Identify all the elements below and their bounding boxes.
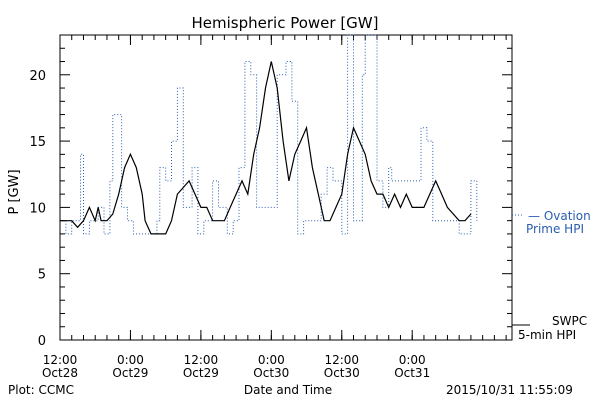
x-tick-time: 0:00 — [258, 353, 285, 367]
y-tick-label: 10 — [29, 201, 46, 216]
legend-swpc-line2: 5-min HPI — [518, 328, 576, 342]
x-tick-time: 0:00 — [117, 353, 144, 367]
footer-timestamp: 2015/10/31 11:55:09 — [446, 383, 573, 397]
y-tick-label: 5 — [38, 268, 46, 283]
legend-ovation-line1: — Ovation — [528, 209, 591, 223]
x-tick-date: Oct29 — [112, 366, 148, 380]
y-tick-label: 15 — [29, 135, 46, 150]
x-tick-time: 12:00 — [184, 353, 219, 367]
footer-plot-credit: Plot: CCMC — [8, 383, 74, 397]
legend-swpc-line1: SWPC — [552, 314, 587, 328]
x-tick-date: Oct30 — [253, 366, 289, 380]
x-tick-time: 0:00 — [399, 353, 426, 367]
x-tick-date: Oct29 — [183, 366, 219, 380]
plot-frame — [59, 34, 513, 341]
legend-ovation-line2: Prime HPI — [526, 222, 584, 236]
y-axis-ticks: 0 5 10 15 20 — [29, 47, 512, 349]
x-tick-date: Oct31 — [394, 366, 430, 380]
series-line-swpc-5min-hpi — [60, 61, 472, 235]
x-tick-date: Oct30 — [324, 366, 360, 380]
x-tick-date: Oct28 — [42, 366, 78, 380]
chart-title: Hemispheric Power [GW] — [192, 14, 379, 32]
x-tick-time: 12:00 — [324, 353, 359, 367]
y-tick-label: 0 — [38, 334, 46, 349]
x-axis-ticks: 12:00Oct280:00Oct2912:00Oct290:00Oct3012… — [42, 35, 507, 380]
y-axis-label: P [GW] — [7, 169, 22, 214]
x-tick-time: 12:00 — [43, 353, 78, 367]
y-tick-label: 20 — [29, 69, 46, 84]
x-axis-label: Date and Time — [244, 383, 332, 397]
series-layer — [60, 34, 478, 235]
series-line-ovation-prime-hpi — [60, 34, 478, 235]
